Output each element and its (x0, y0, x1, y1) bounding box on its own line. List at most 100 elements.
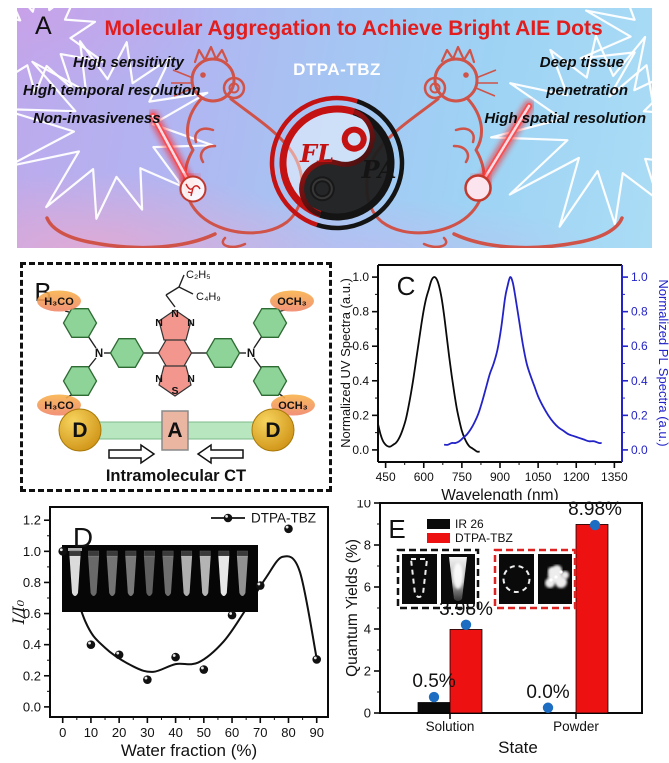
annotation-high-spatial-resolution: High spatial resolution (484, 110, 646, 127)
annotation-non-invasiveness: Non-invasiveness (33, 110, 161, 127)
svg-text:0.4: 0.4 (352, 374, 369, 388)
svg-text:0.2: 0.2 (23, 668, 41, 683)
panel-b-chemical-structure: B N N N N N S N N H₃CO H₃CO OCH₃ OCH₃ C₂H₅ C₄H₉ D D A Intr… (20, 262, 332, 492)
phenyl-ring (252, 308, 288, 338)
panel-c-spectra-chart: 0.0 0.0 0.2 0.2 0.4 0.4 0.6 0.6 0.8 0.8 1.0 1.0 450 6… (340, 255, 669, 505)
thiadiazole-ring (158, 365, 192, 397)
annotation-high-sensitivity: High sensitivity (73, 54, 184, 71)
molecule-name-label: DTPA-TBZ (293, 60, 381, 79)
axes: 0.0 0.2 0.4 0.6 0.8 1.0 1.2 0 10 20 30 40 50 60 70 80 90 (23, 506, 329, 740)
panel-e-quantum-yield-chart: 0 2 4 6 8 10 Solution Powder 0.5% 3.98% 0.0% 8.98% I… (345, 500, 669, 763)
panel-d-label: D (73, 522, 93, 553)
svg-text:1350: 1350 (601, 470, 628, 484)
value-label: 8.98% (568, 500, 622, 520)
category-label: Solution (426, 719, 475, 734)
glowing-powder-photo (561, 571, 569, 579)
cuvette-photo (143, 556, 155, 596)
powder-photo-inset (493, 548, 577, 610)
svg-text:0.4: 0.4 (631, 374, 648, 388)
svg-text:2: 2 (364, 664, 371, 679)
svg-text:0.0: 0.0 (631, 443, 648, 457)
donor-circle-left (58, 408, 102, 452)
svg-text:4: 4 (364, 622, 371, 637)
svg-text:10: 10 (84, 725, 98, 740)
methoxy-label: OCH₃ (277, 296, 307, 308)
glowing-powder-photo (548, 567, 556, 575)
cuvette-photo (181, 556, 193, 596)
methoxy-highlight (271, 394, 315, 416)
methoxy-label: H₃CO (44, 296, 74, 308)
svg-text:0.6: 0.6 (352, 339, 369, 353)
svg-text:0.2: 0.2 (352, 408, 369, 422)
left-y-axis-label: Normalized UV Spectra (a.u.) (340, 278, 353, 448)
svg-text:8: 8 (364, 538, 371, 553)
panel-c-label: C (397, 271, 416, 301)
svg-text:N: N (187, 373, 195, 385)
panel-a-title: Molecular Aggregation to Achieve Bright … (104, 17, 603, 40)
y-axis-label: I/I₀ (9, 599, 28, 625)
bars (417, 524, 609, 714)
svg-text:1200: 1200 (563, 470, 590, 484)
svg-text:0.4: 0.4 (23, 637, 41, 652)
x-axis-label: State (498, 738, 538, 757)
svg-text:70: 70 (253, 725, 267, 740)
yinyang-fl-label: FL (299, 139, 334, 168)
svg-text:80: 80 (281, 725, 295, 740)
cuvette-photo (125, 556, 137, 596)
y-axis-label: Quantum Yields (%) (345, 539, 361, 677)
svg-text:1.0: 1.0 (631, 270, 648, 284)
svg-text:40: 40 (168, 725, 182, 740)
measurement-dot (460, 619, 472, 630)
value-label: 0.5% (412, 671, 455, 692)
svg-text:50: 50 (197, 725, 211, 740)
core-benzene-ring (157, 338, 193, 368)
legend-label: DTPA-TBZ (455, 531, 513, 545)
svg-text:0.6: 0.6 (23, 606, 41, 621)
triazole-ring (158, 309, 192, 341)
svg-text:30: 30 (140, 725, 154, 740)
svg-text:1.0: 1.0 (352, 270, 369, 284)
yin-yang-fl-pa: FL PA (269, 95, 405, 231)
cuvette-photo (199, 556, 211, 596)
cuvette-photo (88, 556, 100, 596)
svg-text:0.8: 0.8 (352, 305, 369, 319)
svg-text:0.0: 0.0 (23, 699, 41, 714)
svg-text:10: 10 (357, 500, 371, 511)
axes: 0.0 0.0 0.2 0.2 0.4 0.4 0.6 0.6 0.8 0.8 1.0 1.0 450 6… (352, 264, 648, 484)
methoxy-highlight (270, 290, 314, 312)
donor-label: D (72, 419, 87, 442)
svg-text:20: 20 (112, 725, 126, 740)
annotation-penetration: penetration (546, 82, 628, 99)
tumor-spot-left (179, 175, 207, 203)
panel-d-water-fraction-chart: 0.0 0.2 0.4 0.6 0.8 1.0 1.2 0 10 20 30 40 50 60 70 80 90… (8, 495, 340, 763)
phenyl-ring (252, 366, 288, 396)
cuvette-photo (69, 556, 81, 596)
ct-arrow-left-icon (196, 443, 244, 465)
svg-text:6: 6 (364, 580, 371, 595)
panel-b-caption: Intramolecular CT (106, 467, 246, 485)
panel-a-graphical-abstract: FL PA A Molecular Aggregation to Achieve … (17, 8, 652, 248)
cuvette-photo-inset (62, 545, 258, 612)
empty-cuvette-outline (409, 558, 429, 598)
phenyl-ring (62, 308, 98, 338)
PL-emission-curve (444, 276, 602, 446)
measurement-dot (428, 691, 440, 703)
acceptor-box (161, 410, 189, 451)
phenyl-ring (205, 338, 241, 368)
alkyl-label-c2h5: C₂H₅ (186, 269, 211, 281)
methoxy-label: OCH₃ (278, 400, 308, 412)
svg-text:S: S (171, 385, 178, 397)
solution-photo-inset (396, 548, 480, 610)
svg-text:N: N (171, 308, 179, 320)
svg-text:0.2: 0.2 (631, 408, 648, 422)
tumor-spot-right (464, 174, 492, 202)
cuvette-photo (236, 556, 248, 596)
legend-label: IR 26 (455, 517, 484, 531)
donor-circle-right (251, 408, 295, 452)
category-label: Powder (553, 719, 599, 734)
svg-text:450: 450 (376, 470, 396, 484)
svg-text:600: 600 (414, 470, 434, 484)
svg-text:1.2: 1.2 (23, 513, 41, 528)
phenyl-ring (109, 338, 145, 368)
